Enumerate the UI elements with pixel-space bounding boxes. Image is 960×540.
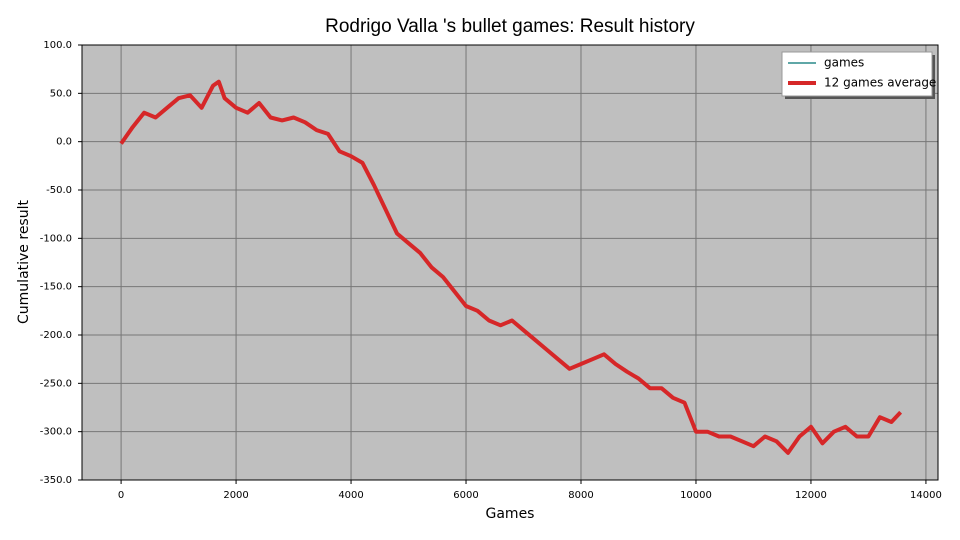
x-tick-label: 4000 [338,490,363,501]
plot-frame [81,44,939,481]
x-axis-label: Games [486,506,535,522]
y-tick-label: 50.0 [50,88,72,99]
y-tick-label: -250.0 [40,378,72,389]
y-tick-label: -350.0 [40,475,72,486]
chart-title: Rodrigo Valla 's bullet games: Result hi… [325,16,695,37]
y-tick-label: 100.0 [43,40,72,51]
x-tick-label: 2000 [223,490,248,501]
line-series [119,79,903,455]
y-tick-label: -300.0 [40,427,72,438]
x-tick-label: 12000 [795,490,827,501]
y-tick-label: -50.0 [46,185,72,196]
legend-label: 12 games average [824,76,936,90]
y-axis-label: Cumulative result [16,200,32,324]
plot-area [82,45,938,480]
x-tick-label: 14000 [910,490,942,501]
legend-box [781,51,933,97]
x-tick-label: 8000 [568,490,593,501]
x-tick-label: 10000 [680,490,712,501]
y-tick-label: -100.0 [40,233,72,244]
x-tick-label: 0 [118,490,124,501]
y-tick-label: 0.0 [56,137,72,148]
y-tick-label: -150.0 [40,282,72,293]
x-tick-label: 6000 [453,490,478,501]
y-tick-label: -200.0 [40,330,72,341]
legend-label: games [824,56,864,70]
